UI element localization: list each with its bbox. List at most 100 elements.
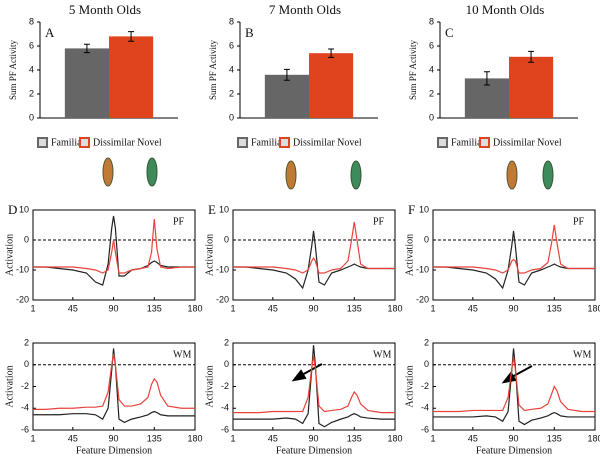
panel-letter: A [45, 25, 55, 40]
curve [233, 355, 395, 414]
x-tick-label: 1 [430, 303, 435, 313]
y-tick-label: 0 [424, 359, 429, 369]
panel-letter: D [8, 202, 17, 217]
chart-title: 10 Month Olds [466, 2, 545, 17]
curve [33, 348, 195, 424]
x-tick-label: 1 [230, 303, 235, 313]
y-tick-label: -4 [21, 403, 29, 413]
panel-letter: B [245, 25, 254, 40]
y-tick-label: -4 [221, 403, 229, 413]
y-tick-label: 6 [29, 40, 34, 50]
legend-swatch [479, 137, 490, 148]
panel-letter: F [408, 202, 415, 217]
x-tick-label: 1 [30, 433, 35, 443]
y-tick-label: 2 [424, 337, 429, 347]
y-axis-label: Activation [204, 234, 215, 276]
y-tick-label: 6 [429, 40, 434, 50]
curve [33, 215, 195, 286]
y-tick-label: -20 [416, 294, 429, 304]
arrow-head [501, 371, 517, 384]
legend-label: Dissimilar Novel [493, 137, 562, 148]
y-axis-label: Sum PF Activity [8, 39, 18, 100]
icon-green [146, 157, 158, 187]
y-tick-label: -2 [421, 381, 429, 391]
legend-swatch [437, 137, 448, 148]
x-tick-label: 180 [387, 303, 402, 313]
y-tick-label: -20 [16, 294, 29, 304]
x-tick-label: 90 [309, 433, 319, 443]
panel-tag: WM [573, 349, 591, 360]
error-bar [128, 31, 135, 42]
legend-label: Familiar [451, 137, 486, 148]
legend-swatch [37, 137, 48, 148]
curve [33, 218, 195, 274]
icon-green [542, 160, 554, 190]
legend-swatch [279, 137, 290, 148]
curve [433, 357, 595, 413]
y-axis-label: Sum PF Activity [208, 39, 218, 100]
icon-brown [102, 157, 114, 187]
panel-letter: E [208, 202, 216, 217]
error-bar [283, 68, 290, 81]
x-tick-label: 135 [347, 303, 362, 313]
y-axis-label: Activation [404, 365, 415, 407]
x-tick-label: 135 [547, 303, 562, 313]
legend-label: Familiar [51, 137, 86, 148]
y-tick-label: 8 [429, 16, 434, 26]
curve [433, 224, 595, 274]
x-tick-label: 90 [309, 303, 319, 313]
plot-frame [32, 209, 196, 301]
legend-label: Dissimilar Novel [93, 137, 162, 148]
plot-frame [232, 209, 396, 301]
y-tick-label: 0 [24, 234, 29, 244]
y-axis-label: Activation [404, 234, 415, 276]
x-axis-label: Feature Dimension [276, 445, 352, 456]
x-tick-label: 1 [230, 433, 235, 443]
y-tick-label: 8 [229, 16, 234, 26]
x-tick-label: 135 [147, 433, 162, 443]
chart-title: 7 Month Olds [269, 2, 341, 17]
arrows [291, 363, 533, 384]
x-tick-label: 180 [587, 433, 600, 443]
y-axis-label: Sum PF Activity [408, 39, 418, 100]
y-tick-label: 2 [24, 337, 29, 347]
y-tick-label: 0 [429, 112, 434, 122]
y-tick-label: 10 [19, 204, 29, 214]
x-tick-label: 45 [68, 303, 78, 313]
icon-green [350, 160, 362, 190]
legend-swatch [237, 137, 248, 148]
x-tick-label: 135 [147, 303, 162, 313]
x-tick-label: 45 [268, 303, 278, 313]
y-tick-label: 0 [224, 234, 229, 244]
panel-letter: C [445, 25, 454, 40]
legend-label: Dissimilar Novel [293, 137, 362, 148]
bar [264, 74, 309, 118]
y-tick-label: -10 [216, 264, 229, 274]
y-axis-label: Activation [4, 365, 15, 407]
y-tick-label: -2 [21, 381, 29, 391]
y-tick-label: 0 [424, 234, 429, 244]
legend-label: Familiar [251, 137, 286, 148]
y-tick-label: 0 [229, 112, 234, 122]
y-tick-label: 2 [229, 88, 234, 98]
x-tick-label: 180 [587, 303, 600, 313]
bar [309, 53, 354, 119]
x-tick-label: 45 [468, 303, 478, 313]
x-tick-label: 135 [347, 433, 362, 443]
y-tick-label: -10 [16, 264, 29, 274]
icon-brown [285, 160, 297, 190]
legend-swatch [79, 137, 90, 148]
x-tick-label: 45 [268, 433, 278, 443]
plot-frame [432, 209, 596, 301]
stimulus-icons [102, 157, 554, 190]
x-tick-label: 45 [68, 433, 78, 443]
y-tick-label: 2 [29, 88, 34, 98]
x-tick-label: 90 [109, 303, 119, 313]
bar [509, 56, 554, 118]
x-tick-label: 90 [509, 303, 519, 313]
y-tick-label: 10 [419, 204, 429, 214]
y-tick-label: 4 [29, 64, 34, 74]
icon-brown [506, 160, 518, 190]
error-bar [328, 48, 335, 58]
